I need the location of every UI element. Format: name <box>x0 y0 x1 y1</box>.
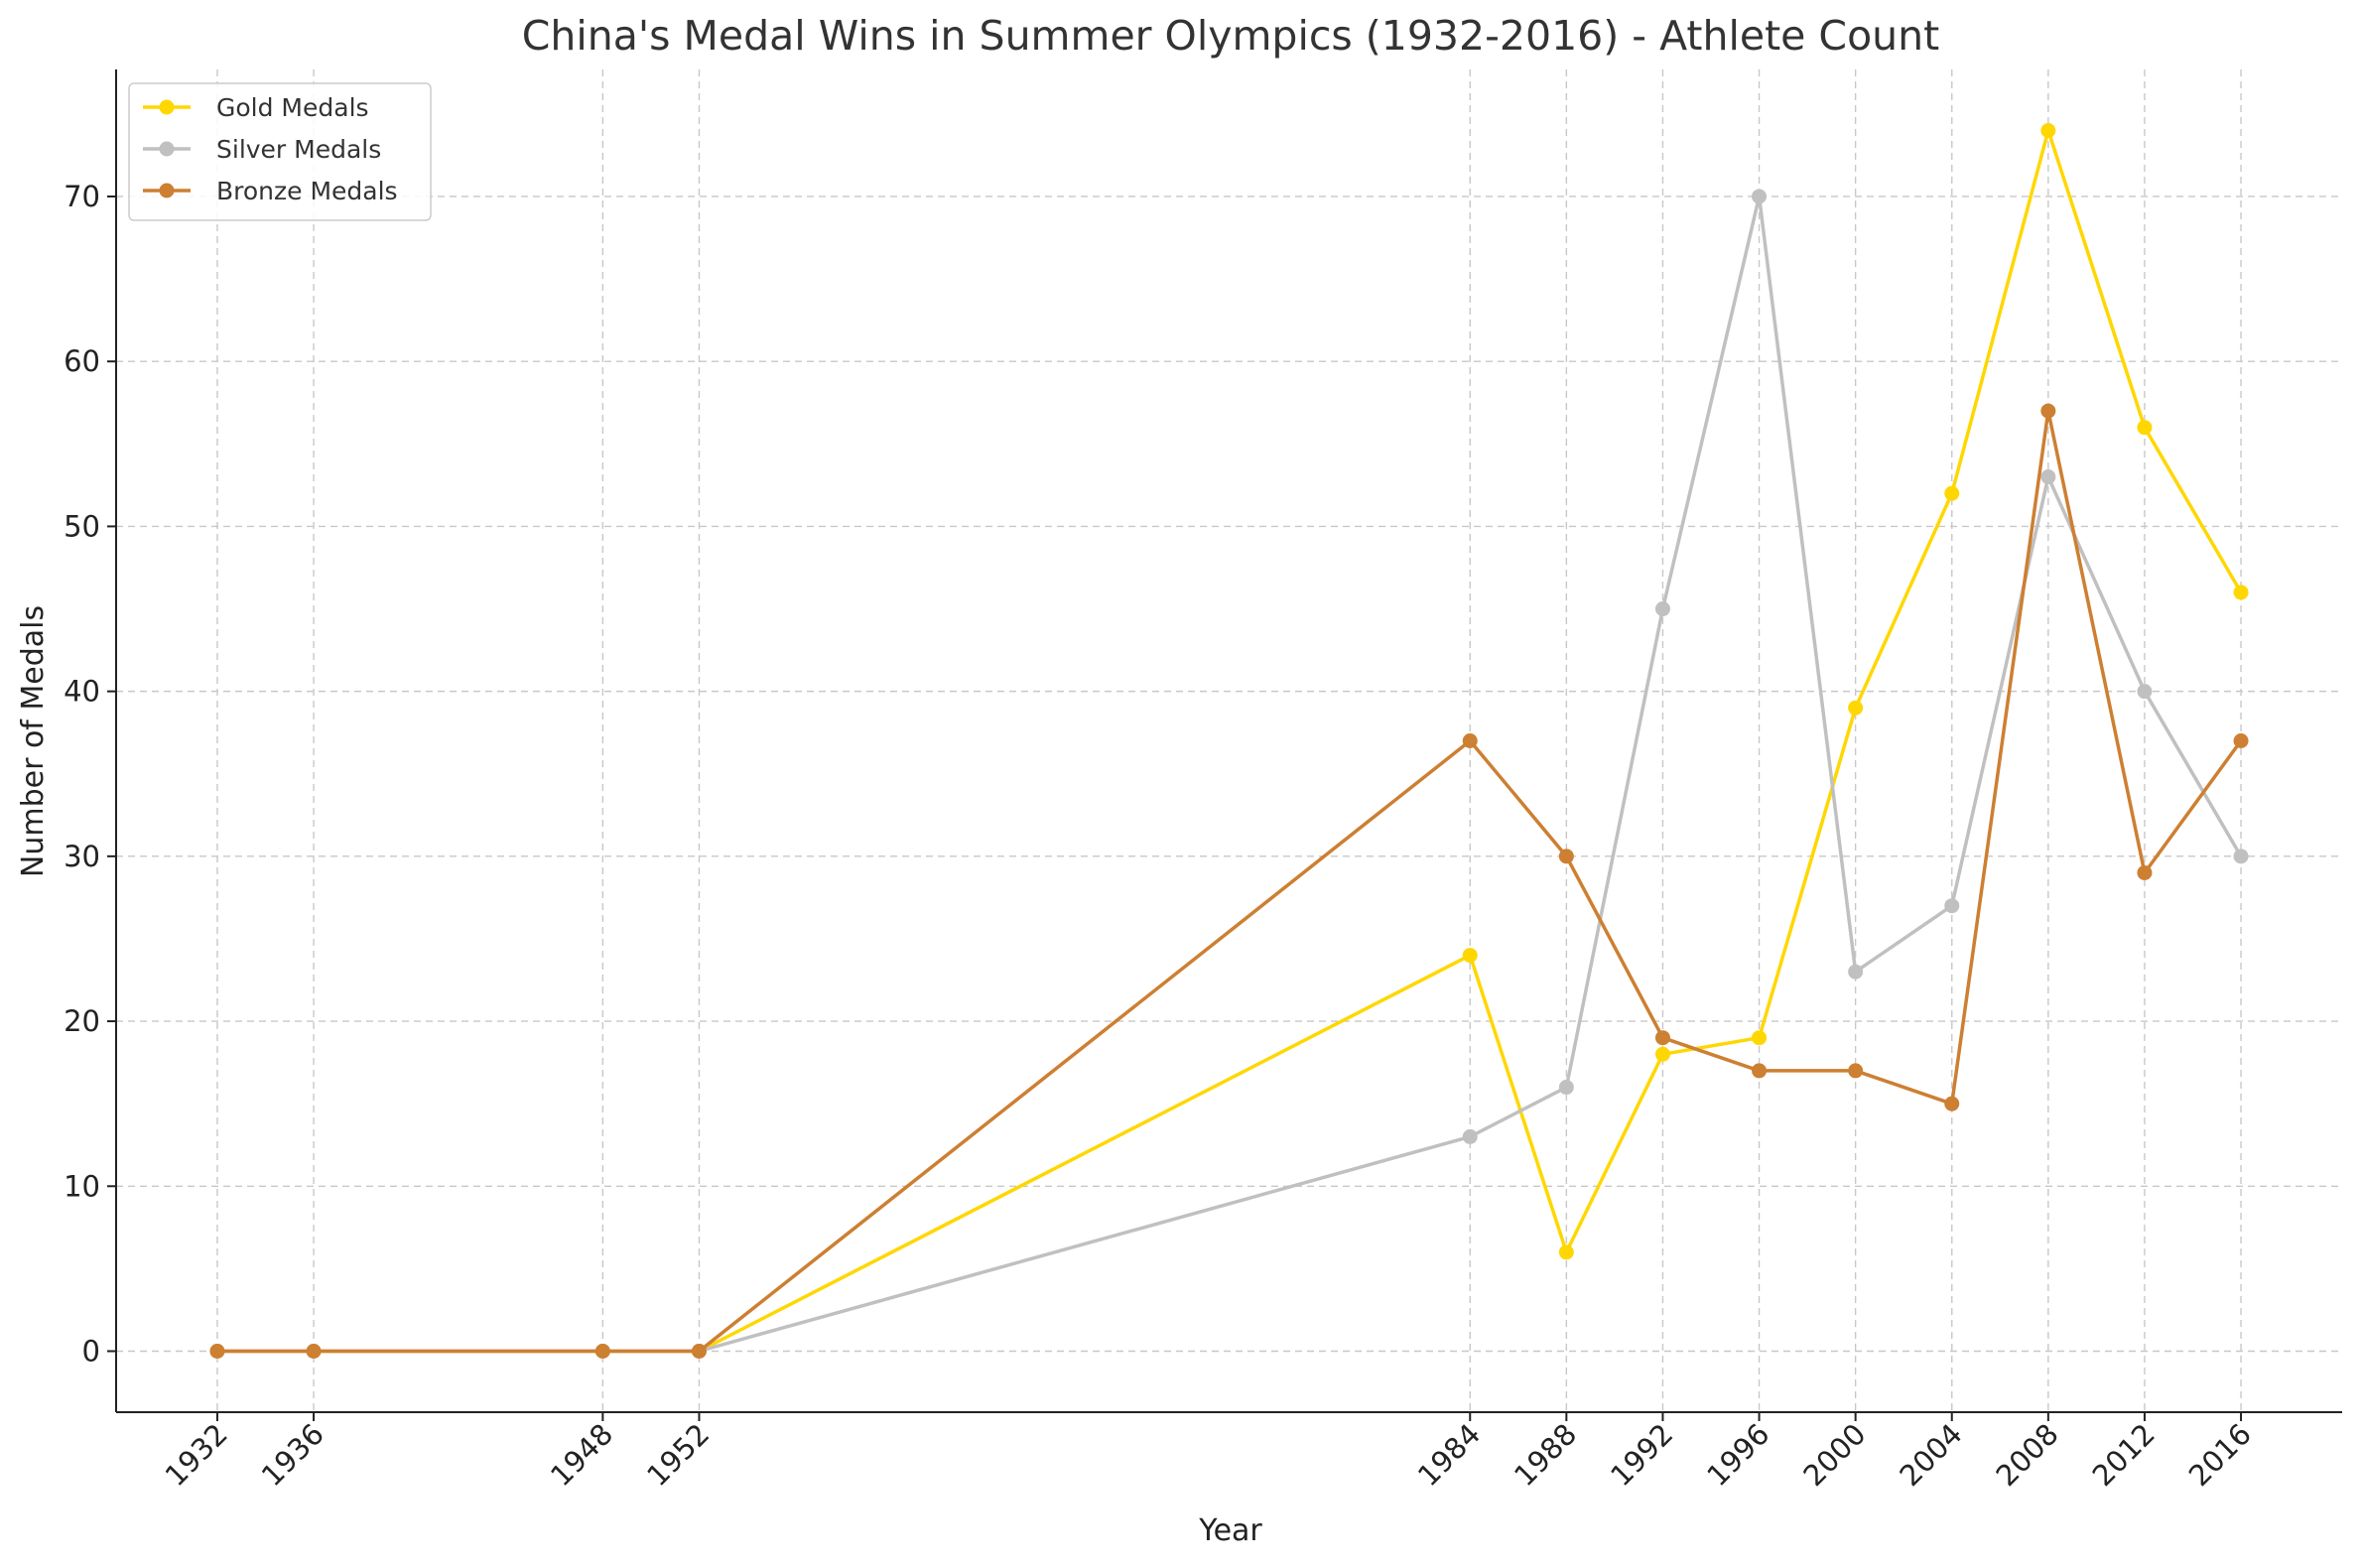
legend-marker-bronze <box>159 183 175 198</box>
legend-marker-silver <box>159 141 175 157</box>
x-tick-label: 1984 <box>1411 1417 1487 1493</box>
data-point-gold <box>2137 420 2153 436</box>
data-point-bronze <box>691 1344 707 1359</box>
x-tick-label: 2000 <box>1796 1417 1872 1493</box>
y-tick-label: 30 <box>64 840 100 873</box>
x-axis-label: Year <box>1198 1513 1262 1548</box>
data-point-gold <box>1848 700 1864 716</box>
data-point-bronze <box>306 1344 322 1359</box>
axes <box>115 69 2342 1413</box>
legend: Gold Medals Silver Medals Bronze Medals <box>128 82 432 221</box>
data-point-silver <box>2233 849 2249 864</box>
data-point-gold <box>2233 585 2249 600</box>
x-tick-label: 2004 <box>1893 1417 1968 1493</box>
series-line-bronze <box>216 409 2243 1354</box>
data-point-gold <box>1558 1244 1574 1260</box>
x-tick-label: 1932 <box>159 1417 234 1493</box>
data-point-bronze <box>594 1344 610 1359</box>
data-point-silver <box>2040 469 2056 485</box>
y-axis-label: Number of Medals <box>16 605 51 877</box>
x-tick-label: 2008 <box>1990 1417 2065 1493</box>
data-point-gold <box>1462 948 1478 964</box>
data-point-silver <box>1944 898 1960 914</box>
legend-box <box>128 82 432 221</box>
data-point-gold <box>1944 485 1960 501</box>
data-point-bronze <box>209 1344 225 1359</box>
y-tick-label: 0 <box>82 1335 100 1369</box>
x-tick-label: 1948 <box>544 1417 619 1493</box>
data-point-silver <box>1462 1128 1478 1144</box>
data-point-silver <box>1654 601 1670 617</box>
x-tick-label: 1988 <box>1508 1417 1583 1493</box>
data-point-bronze <box>1654 1030 1670 1046</box>
x-tick-label: 1936 <box>255 1417 330 1493</box>
y-tick-label: 10 <box>64 1169 100 1203</box>
data-point-bronze <box>1944 1096 1960 1111</box>
x-tick-label: 1996 <box>1700 1417 1775 1493</box>
legend-label-bronze: Bronze Medals <box>216 177 398 205</box>
series-line-silver <box>216 195 2243 1354</box>
data-point-bronze <box>2233 733 2249 748</box>
data-point-bronze <box>1462 733 1478 748</box>
chart-title: China's Medal Wins in Summer Olympics (1… <box>522 12 1939 60</box>
grid <box>116 69 2342 1412</box>
legend-label-silver: Silver Medals <box>216 135 381 164</box>
y-tick-label: 20 <box>64 1004 100 1038</box>
y-tick-label: 60 <box>64 344 100 378</box>
series-line-gold <box>216 128 2243 1354</box>
data-point-gold <box>1654 1046 1670 1062</box>
data-point-bronze <box>1848 1063 1864 1079</box>
data-point-silver <box>2137 684 2153 700</box>
x-tick-label: 2016 <box>2182 1417 2258 1493</box>
y-tick-label: 70 <box>64 180 100 213</box>
y-axis: 0 10 20 30 40 50 60 70 <box>64 180 116 1369</box>
data-point-bronze <box>2040 403 2056 419</box>
x-tick-label: 2012 <box>2086 1417 2162 1493</box>
data-point-gold <box>1752 1030 1768 1046</box>
x-tick-label: 1952 <box>640 1417 716 1493</box>
legend-marker-gold <box>159 99 175 115</box>
data-point-silver <box>1848 964 1864 980</box>
data-point-gold <box>2040 123 2056 138</box>
series-group <box>209 123 2249 1359</box>
legend-label-gold: Gold Medals <box>216 93 369 122</box>
data-point-silver <box>1558 1080 1574 1096</box>
data-point-silver <box>1752 189 1768 204</box>
x-axis: 1932 1936 1948 1952 1984 1988 1992 1996 2000 2004… <box>159 1412 2258 1493</box>
data-point-bronze <box>1558 849 1574 864</box>
data-point-bronze <box>1752 1063 1768 1079</box>
y-tick-label: 40 <box>64 675 100 709</box>
x-tick-label: 1992 <box>1604 1417 1679 1493</box>
y-tick-label: 50 <box>64 509 100 543</box>
data-point-bronze <box>2137 864 2153 880</box>
